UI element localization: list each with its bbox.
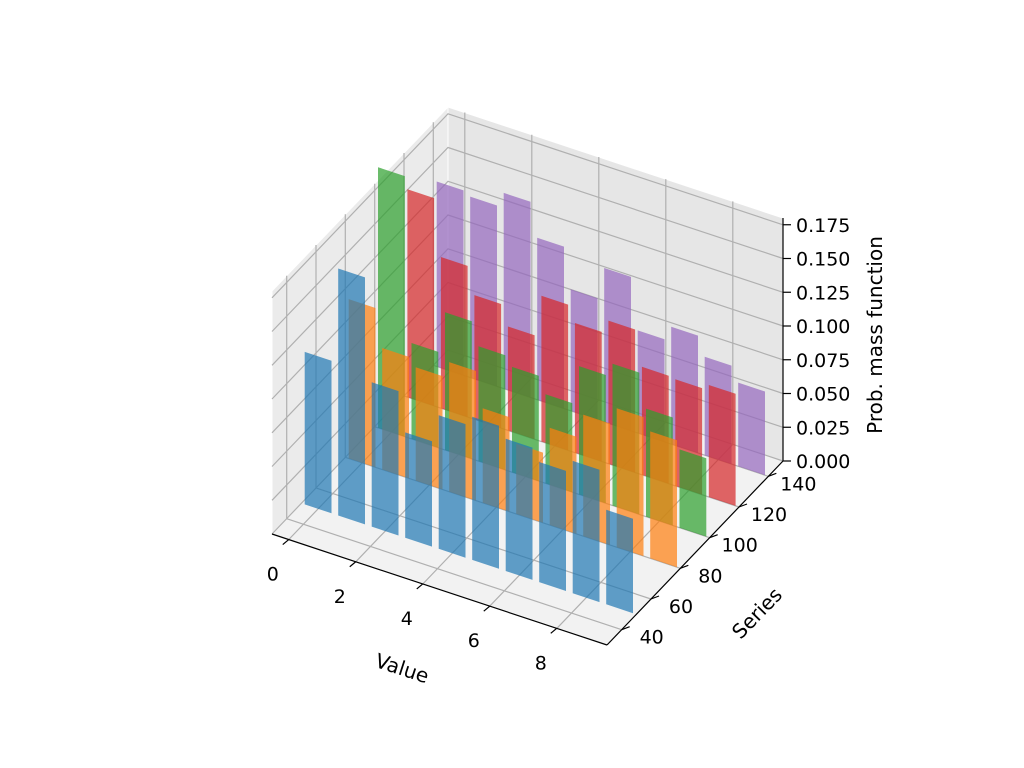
x-tick (550, 627, 558, 634)
z-tick-label: 0.175 (796, 215, 850, 237)
x-tick (349, 561, 357, 568)
z-tick-label: 0.100 (796, 316, 850, 338)
x-tick-label: 4 (401, 608, 413, 630)
y-tick (680, 564, 689, 569)
z-tick-label: 0.150 (796, 249, 850, 271)
z-tick-label: 0.075 (796, 350, 850, 372)
series-50 (304, 268, 633, 614)
x-tick-label: 6 (468, 630, 480, 652)
bar (505, 438, 533, 580)
y-tick (768, 472, 777, 477)
z-tick-label: 0.050 (796, 384, 850, 406)
y-tick-label: 100 (722, 535, 758, 557)
y-tick (738, 503, 748, 508)
y-tick-label: 40 (640, 627, 664, 649)
bar (708, 385, 736, 506)
bar (438, 415, 466, 558)
x-tick (483, 605, 491, 612)
bar (405, 432, 432, 547)
y-tick (650, 595, 660, 600)
bar (472, 416, 499, 569)
bar (304, 351, 332, 514)
x-tick (416, 583, 424, 590)
bar (371, 382, 399, 536)
y-tick (621, 626, 630, 631)
x-tick-label: 2 (334, 586, 346, 608)
z-tick-label: 0.125 (796, 282, 850, 304)
grid-line-z (271, 146, 784, 332)
bar (539, 462, 566, 591)
z-axis-label: Prob. mass function (863, 236, 887, 434)
y-tick (709, 534, 718, 539)
grid-line-z (271, 180, 784, 366)
z-tick-label: 0.000 (796, 451, 850, 473)
y-tick-label: 60 (669, 596, 693, 618)
bar (338, 268, 365, 525)
y-tick-label: 80 (698, 565, 722, 587)
y-tick-label: 120 (751, 504, 787, 526)
y-axis-label: Series (727, 583, 787, 644)
x-axis-label: Value (372, 648, 432, 688)
z-tick-label: 0.025 (796, 417, 850, 439)
x-tick (282, 539, 290, 546)
bars (304, 167, 765, 614)
bar (650, 431, 677, 568)
bar (679, 449, 707, 537)
y-axis-line (606, 460, 784, 646)
bar (572, 460, 600, 603)
y-tick-label: 140 (780, 473, 816, 495)
grid-line-z (271, 113, 784, 299)
bar (738, 382, 765, 476)
bar (606, 509, 633, 614)
x-tick-label: 0 (267, 564, 279, 586)
x-tick-label: 8 (535, 652, 547, 674)
x-axis-line (271, 533, 608, 646)
